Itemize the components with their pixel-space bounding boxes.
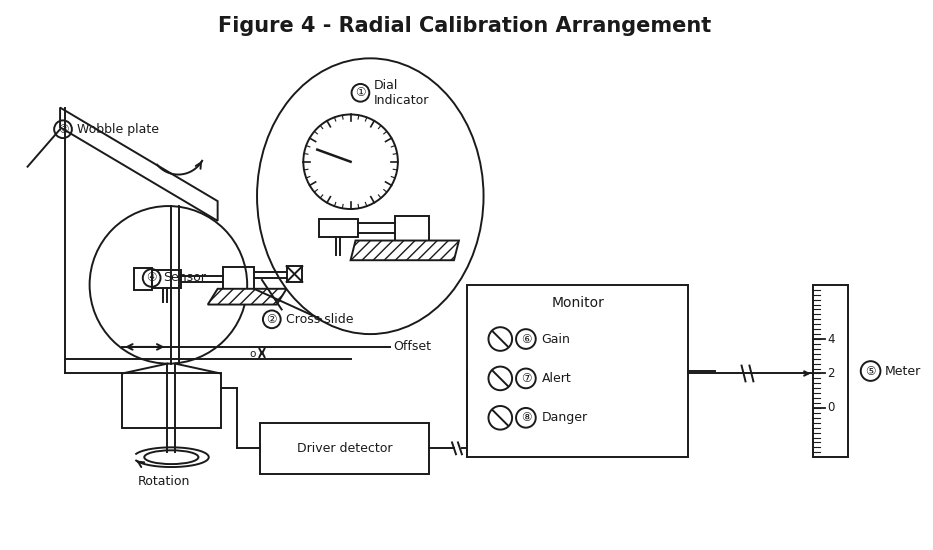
Text: o: o bbox=[249, 349, 256, 359]
Text: ④: ④ bbox=[146, 272, 157, 284]
Polygon shape bbox=[208, 289, 286, 305]
Text: Gain: Gain bbox=[542, 333, 570, 345]
Bar bbox=[223, 267, 254, 289]
Text: Offset: Offset bbox=[393, 340, 431, 354]
Text: Cross slide: Cross slide bbox=[285, 313, 353, 326]
Bar bbox=[122, 373, 220, 428]
Text: Danger: Danger bbox=[542, 411, 588, 424]
Text: Figure 4 - Radial Calibration Arrangement: Figure 4 - Radial Calibration Arrangemen… bbox=[218, 16, 712, 36]
Text: Meter: Meter bbox=[884, 365, 921, 377]
Text: 0: 0 bbox=[828, 402, 835, 415]
Polygon shape bbox=[351, 240, 459, 260]
Text: ①: ① bbox=[355, 86, 366, 100]
Text: ⑥: ⑥ bbox=[521, 333, 531, 345]
Bar bbox=[134, 268, 152, 290]
Text: 2: 2 bbox=[828, 367, 835, 380]
Text: ②: ② bbox=[267, 313, 277, 326]
Text: 4: 4 bbox=[828, 333, 835, 345]
Bar bbox=[814, 285, 848, 457]
Bar bbox=[260, 423, 429, 474]
Text: Sensor: Sensor bbox=[163, 272, 206, 284]
Bar bbox=[395, 216, 429, 240]
Text: Wobble plate: Wobble plate bbox=[77, 123, 159, 136]
Bar bbox=[466, 285, 689, 457]
Text: ⑦: ⑦ bbox=[521, 372, 531, 385]
Text: ⑧: ⑧ bbox=[521, 411, 531, 424]
Text: Driver detector: Driver detector bbox=[297, 442, 393, 455]
Text: ⑤: ⑤ bbox=[865, 365, 876, 377]
Text: Monitor: Monitor bbox=[551, 295, 604, 310]
Text: Rotation: Rotation bbox=[137, 475, 189, 488]
Text: Dial
Indicator: Dial Indicator bbox=[374, 79, 429, 107]
Text: ③: ③ bbox=[58, 123, 68, 136]
Text: Alert: Alert bbox=[542, 372, 571, 385]
Bar bbox=[319, 219, 358, 236]
Bar bbox=[152, 270, 181, 288]
Bar bbox=[286, 266, 302, 282]
